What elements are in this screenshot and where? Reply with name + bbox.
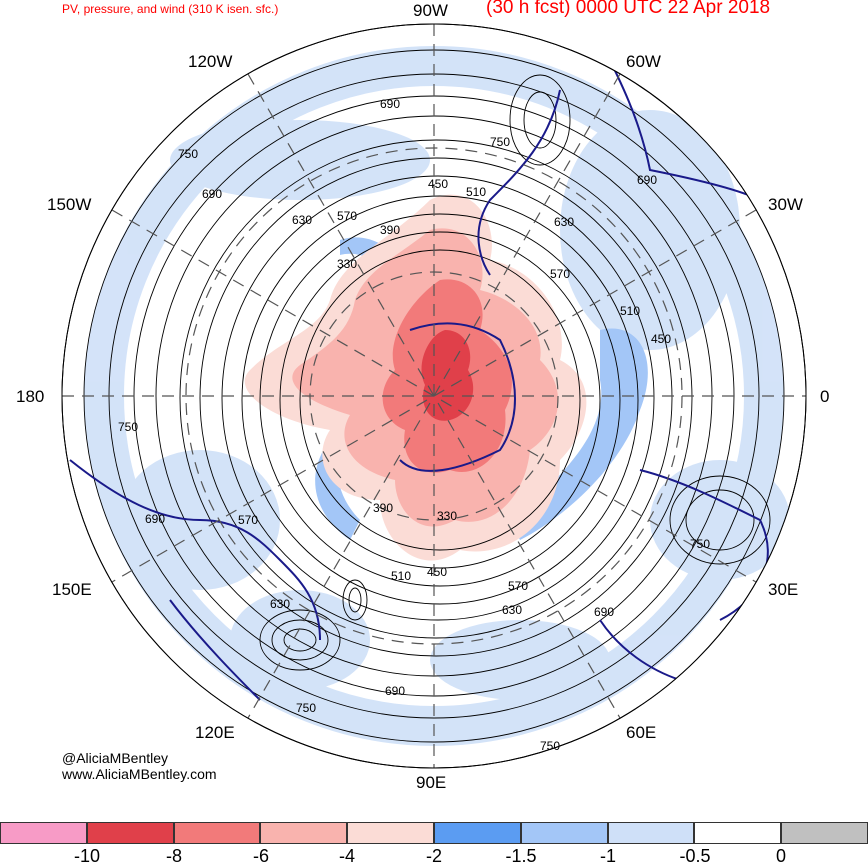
- contour-label: 330: [437, 509, 457, 523]
- lon-label-90w: 90W: [413, 1, 448, 20]
- colorbar-tick: -1.5: [505, 846, 537, 866]
- colorbar-tick: 0: [775, 846, 787, 866]
- contour-label: 750: [490, 135, 510, 149]
- coastlines: [69, 39, 769, 701]
- colorbar-swatch: [781, 822, 868, 844]
- contour-label: 450: [427, 565, 447, 579]
- contour-label: 690: [202, 187, 222, 201]
- lon-label-120e: 120E: [195, 723, 235, 742]
- lon-label-60e: 60E: [626, 723, 657, 742]
- contour-label: 630: [502, 603, 522, 617]
- map-title-right: (30 h fcst) 0000 UTC 22 Apr 2018: [486, 0, 771, 18]
- contour-label: 450: [428, 177, 448, 191]
- lon-label-30w: 30W: [768, 195, 803, 214]
- contour-label: 690: [637, 173, 657, 187]
- colorbar-swatch: [86, 822, 174, 844]
- colorbar-swatch: [694, 822, 782, 844]
- colorbar-tick: -6: [252, 846, 270, 866]
- lon-label-150w: 150W: [47, 195, 92, 214]
- contour-label: 450: [651, 332, 671, 346]
- contour-label: 750: [296, 701, 316, 715]
- pv-red-region: [244, 194, 587, 561]
- colorbar-tick: -1: [599, 846, 617, 866]
- contour-label-group: 690 750 690 750 630 570 510 450 390 330 …: [118, 97, 710, 753]
- colorbar-swatch: [347, 822, 434, 844]
- contour-label: 510: [391, 569, 411, 583]
- colorbar-tick: -2: [425, 846, 443, 866]
- contour-label: 390: [373, 501, 393, 515]
- contour-label: 510: [466, 185, 486, 199]
- contour-label: 630: [270, 597, 290, 611]
- contour-label: 690: [385, 684, 405, 698]
- contour-label: 750: [118, 420, 138, 434]
- colorbar-tick: -10: [73, 846, 101, 866]
- colorbar-swatch: [260, 822, 348, 844]
- lon-label-120w: 120W: [188, 52, 233, 71]
- contour-label: 690: [145, 512, 165, 526]
- lon-label-180: 180: [16, 387, 45, 406]
- graticule: [62, 24, 806, 768]
- contour-label: 570: [337, 209, 357, 223]
- contour-label: 690: [594, 605, 614, 619]
- contour-label: 690: [380, 97, 400, 111]
- colorbar-swatch: [607, 822, 695, 844]
- colorbar-swatch: [433, 822, 521, 844]
- contour-label: 330: [337, 257, 357, 271]
- colorbar-tick: -0.5: [679, 846, 711, 866]
- lon-label-0: 0: [820, 387, 830, 406]
- credit-handle: @AliciaMBentley: [62, 750, 169, 766]
- contour-label: 390: [380, 223, 400, 237]
- colorbar: [0, 822, 868, 844]
- credit-site: www.AliciaMBentley.com: [62, 766, 217, 782]
- contour-label: 750: [178, 147, 198, 161]
- lon-label-90e: 90E: [416, 773, 447, 792]
- lon-label-150e: 150E: [52, 580, 92, 599]
- contour-label: 630: [554, 215, 574, 229]
- contour-label: 750: [690, 537, 710, 551]
- contour-label: 750: [540, 739, 560, 753]
- contour-label: 570: [550, 267, 570, 281]
- colorbar-swatch: [0, 822, 87, 844]
- lon-label-60w: 60W: [626, 52, 661, 71]
- lon-label-30e: 30E: [768, 580, 799, 599]
- colorbar-tick: -4: [338, 846, 356, 866]
- contour-label: 630: [292, 213, 312, 227]
- colorbar-swatch: [520, 822, 608, 844]
- contour-label: 570: [508, 579, 528, 593]
- contour-label: 570: [238, 513, 258, 527]
- map-title-left: PV, pressure, and wind (310 K isen. sfc.…: [62, 2, 279, 16]
- colorbar-swatch: [173, 822, 261, 844]
- contour-label: 510: [620, 304, 640, 318]
- colorbar-tick: -8: [165, 846, 183, 866]
